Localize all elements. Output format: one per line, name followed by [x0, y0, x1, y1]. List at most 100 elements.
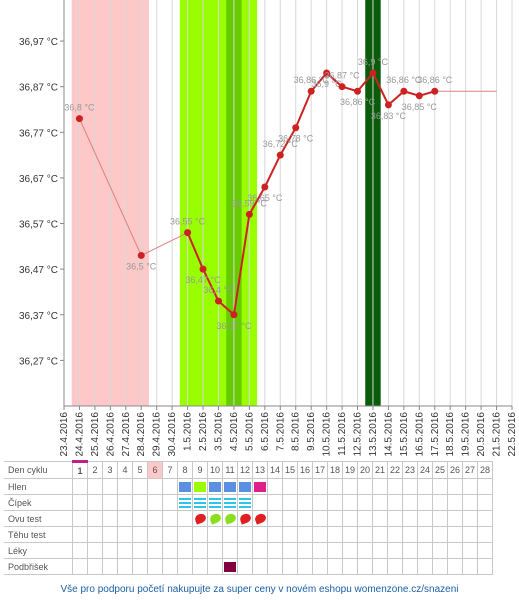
grid-cell[interactable] [432, 494, 448, 511]
grid-cell[interactable] [252, 494, 268, 511]
promo-footer[interactable]: Vše pro podporu početí nakupujte za supe… [60, 584, 459, 595]
grid-cell[interactable] [87, 542, 103, 559]
grid-cell[interactable] [72, 558, 88, 575]
grid-cell[interactable] [267, 542, 283, 559]
grid-cell[interactable] [402, 494, 418, 511]
grid-cell[interactable] [357, 558, 373, 575]
grid-cell[interactable] [462, 510, 478, 527]
grid-cell[interactable] [477, 510, 493, 527]
grid-cell[interactable] [297, 478, 313, 495]
grid-cell[interactable] [222, 494, 238, 511]
grid-cell[interactable] [147, 558, 163, 575]
grid-day-cell[interactable]: 16 [297, 461, 313, 479]
grid-day-cell[interactable]: 22 [387, 461, 403, 479]
grid-cell[interactable] [117, 526, 133, 543]
grid-cell[interactable] [207, 478, 223, 495]
grid-cell[interactable] [387, 526, 403, 543]
grid-cell[interactable] [342, 526, 358, 543]
grid-cell[interactable] [252, 510, 268, 527]
grid-cell[interactable] [72, 494, 88, 511]
grid-cell[interactable] [102, 542, 118, 559]
grid-cell[interactable] [237, 510, 253, 527]
grid-cell[interactable] [462, 526, 478, 543]
grid-cell[interactable] [297, 510, 313, 527]
grid-cell[interactable] [117, 478, 133, 495]
grid-cell[interactable] [207, 542, 223, 559]
grid-cell[interactable] [387, 494, 403, 511]
grid-cell[interactable] [72, 526, 88, 543]
grid-cell[interactable] [282, 526, 298, 543]
grid-cell[interactable] [432, 478, 448, 495]
grid-cell[interactable] [102, 558, 118, 575]
grid-cell[interactable] [132, 510, 148, 527]
grid-cell[interactable] [402, 510, 418, 527]
grid-cell[interactable] [147, 526, 163, 543]
grid-cell[interactable] [222, 526, 238, 543]
grid-cell[interactable] [162, 542, 178, 559]
grid-cell[interactable] [267, 510, 283, 527]
grid-cell[interactable] [102, 510, 118, 527]
grid-cell[interactable] [282, 510, 298, 527]
grid-cell[interactable] [132, 558, 148, 575]
grid-cell[interactable] [102, 478, 118, 495]
grid-cell[interactable] [477, 494, 493, 511]
grid-day-cell[interactable]: 19 [342, 461, 358, 479]
grid-cell[interactable] [252, 542, 268, 559]
grid-cell[interactable] [387, 478, 403, 495]
grid-cell[interactable] [282, 478, 298, 495]
grid-cell[interactable] [342, 558, 358, 575]
grid-cell[interactable] [282, 558, 298, 575]
grid-cell[interactable] [177, 510, 193, 527]
grid-cell[interactable] [117, 494, 133, 511]
grid-cell[interactable] [267, 494, 283, 511]
grid-cell[interactable] [462, 558, 478, 575]
grid-cell[interactable] [477, 542, 493, 559]
grid-cell[interactable] [477, 558, 493, 575]
grid-cell[interactable] [297, 542, 313, 559]
grid-cell[interactable] [237, 542, 253, 559]
grid-cell[interactable] [312, 510, 328, 527]
grid-cell[interactable] [447, 542, 463, 559]
grid-cell[interactable] [327, 478, 343, 495]
grid-cell[interactable] [207, 558, 223, 575]
grid-cell[interactable] [327, 526, 343, 543]
grid-cell[interactable] [282, 542, 298, 559]
grid-cell[interactable] [222, 542, 238, 559]
grid-cell[interactable] [372, 510, 388, 527]
grid-cell[interactable] [357, 478, 373, 495]
grid-cell[interactable] [312, 526, 328, 543]
grid-cell[interactable] [72, 478, 88, 495]
grid-cell[interactable] [387, 542, 403, 559]
grid-cell[interactable] [267, 558, 283, 575]
grid-day-cell[interactable]: 9 [192, 461, 208, 479]
grid-cell[interactable] [417, 542, 433, 559]
grid-cell[interactable] [387, 558, 403, 575]
grid-cell[interactable] [117, 510, 133, 527]
grid-cell[interactable] [207, 526, 223, 543]
grid-cell[interactable] [372, 526, 388, 543]
grid-cell[interactable] [417, 558, 433, 575]
grid-cell[interactable] [237, 558, 253, 575]
grid-cell[interactable] [342, 494, 358, 511]
grid-cell[interactable] [297, 494, 313, 511]
grid-cell[interactable] [387, 510, 403, 527]
grid-cell[interactable] [342, 542, 358, 559]
grid-cell[interactable] [192, 478, 208, 495]
grid-cell[interactable] [192, 494, 208, 511]
grid-cell[interactable] [162, 510, 178, 527]
grid-cell[interactable] [477, 478, 493, 495]
grid-cell[interactable] [87, 510, 103, 527]
grid-cell[interactable] [132, 542, 148, 559]
grid-cell[interactable] [432, 558, 448, 575]
grid-day-cell[interactable]: 3 [102, 461, 118, 479]
grid-cell[interactable] [462, 494, 478, 511]
grid-cell[interactable] [297, 526, 313, 543]
grid-cell[interactable] [237, 478, 253, 495]
grid-cell[interactable] [132, 494, 148, 511]
grid-cell[interactable] [417, 494, 433, 511]
grid-cell[interactable] [177, 478, 193, 495]
grid-cell[interactable] [117, 558, 133, 575]
grid-cell[interactable] [252, 526, 268, 543]
grid-cell[interactable] [417, 526, 433, 543]
grid-cell[interactable] [147, 494, 163, 511]
